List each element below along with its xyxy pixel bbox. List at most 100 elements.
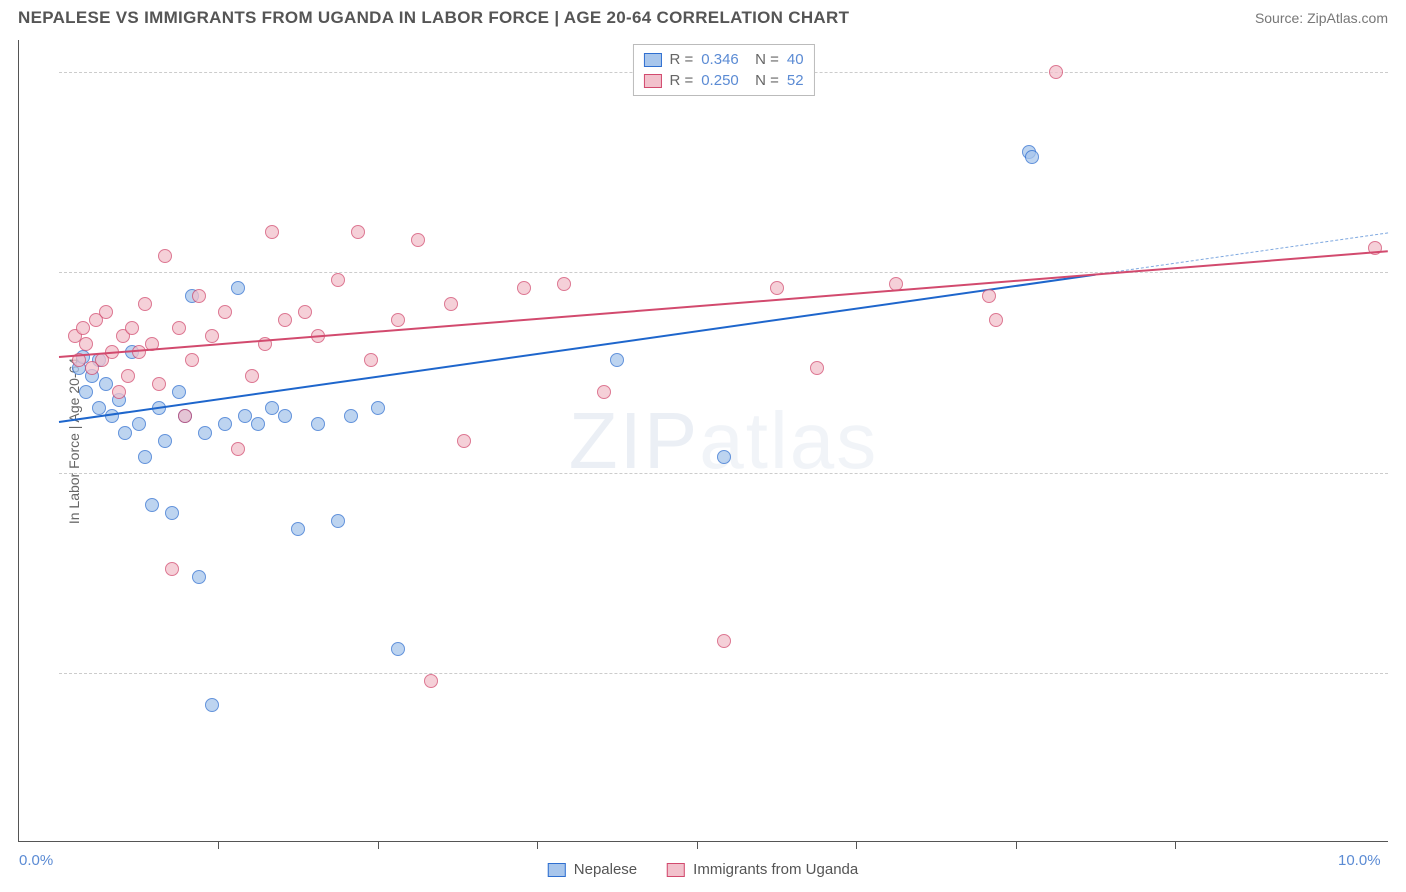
scatter-point xyxy=(138,450,152,464)
scatter-point xyxy=(245,369,259,383)
scatter-point xyxy=(424,674,438,688)
scatter-point xyxy=(105,409,119,423)
scatter-point xyxy=(185,353,199,367)
stat-n-label: N = xyxy=(747,49,779,70)
scatter-point xyxy=(770,281,784,295)
scatter-point xyxy=(1025,150,1039,164)
x-tick xyxy=(378,841,379,849)
scatter-point xyxy=(989,313,1003,327)
scatter-point xyxy=(238,409,252,423)
scatter-point xyxy=(118,426,132,440)
scatter-point xyxy=(231,281,245,295)
x-tick xyxy=(856,841,857,849)
scatter-point xyxy=(205,698,219,712)
trend-line xyxy=(59,274,1096,423)
scatter-point xyxy=(457,434,471,448)
scatter-point xyxy=(192,570,206,584)
stat-r-label: R = xyxy=(669,70,693,91)
x-tick xyxy=(537,841,538,849)
scatter-point xyxy=(205,329,219,343)
x-tick xyxy=(697,841,698,849)
scatter-point xyxy=(982,289,996,303)
scatter-point xyxy=(132,417,146,431)
source-attribution: Source: ZipAtlas.com xyxy=(1255,10,1388,26)
gridline xyxy=(59,272,1388,273)
scatter-point xyxy=(265,225,279,239)
scatter-point xyxy=(76,321,90,335)
scatter-point xyxy=(121,369,135,383)
scatter-point xyxy=(411,233,425,247)
legend-item-nepalese: Nepalese xyxy=(548,861,637,878)
trend-line xyxy=(59,250,1388,358)
stats-legend-row: R = 0.250 N = 52 xyxy=(643,70,803,91)
x-tick-label: 10.0% xyxy=(1338,852,1381,869)
scatter-point xyxy=(79,385,93,399)
scatter-point xyxy=(344,409,358,423)
scatter-point xyxy=(371,401,385,415)
scatter-point xyxy=(351,225,365,239)
scatter-point xyxy=(79,337,93,351)
scatter-point xyxy=(132,345,146,359)
stat-r-value: 0.250 xyxy=(701,70,739,91)
scatter-point xyxy=(610,353,624,367)
scatter-point xyxy=(99,305,113,319)
scatter-point xyxy=(717,634,731,648)
scatter-point xyxy=(717,450,731,464)
scatter-point xyxy=(178,409,192,423)
scatter-point xyxy=(172,321,186,335)
stat-r-label: R = xyxy=(669,49,693,70)
scatter-point xyxy=(138,297,152,311)
scatter-point xyxy=(278,409,292,423)
scatter-point xyxy=(152,377,166,391)
scatter-point xyxy=(218,417,232,431)
scatter-point xyxy=(112,385,126,399)
scatter-point xyxy=(278,313,292,327)
scatter-point xyxy=(331,273,345,287)
stat-n-value: 52 xyxy=(787,70,804,91)
scatter-point xyxy=(99,377,113,391)
legend-swatch-nepalese xyxy=(548,863,566,877)
x-tick-label: 0.0% xyxy=(19,852,53,869)
watermark-light: atlas xyxy=(699,396,878,485)
stats-legend-row: R = 0.346 N = 40 xyxy=(643,49,803,70)
stat-r-value: 0.346 xyxy=(701,49,739,70)
scatter-point xyxy=(251,417,265,431)
scatter-point xyxy=(597,385,611,399)
scatter-point xyxy=(364,353,378,367)
scatter-point xyxy=(557,277,571,291)
chart-title: NEPALESE VS IMMIGRANTS FROM UGANDA IN LA… xyxy=(18,8,849,28)
scatter-point xyxy=(810,361,824,375)
x-tick xyxy=(1175,841,1176,849)
scatter-point xyxy=(172,385,186,399)
watermark-bold: ZIP xyxy=(569,396,699,485)
scatter-point xyxy=(145,498,159,512)
scatter-point xyxy=(125,321,139,335)
scatter-point xyxy=(444,297,458,311)
legend-swatch-uganda xyxy=(667,863,685,877)
bottom-legend: Nepalese Immigrants from Uganda xyxy=(548,861,858,878)
scatter-point xyxy=(1049,65,1063,79)
legend-label-uganda: Immigrants from Uganda xyxy=(693,861,858,878)
scatter-point xyxy=(391,313,405,327)
x-tick xyxy=(218,841,219,849)
scatter-point xyxy=(165,562,179,576)
scatter-point xyxy=(265,401,279,415)
scatter-point xyxy=(218,305,232,319)
stat-n-label: N = xyxy=(747,70,779,91)
scatter-point xyxy=(165,506,179,520)
stats-swatch xyxy=(643,53,661,67)
plot-region: ZIPatlas 62.5%75.0%87.5%100.0%0.0%10.0%R… xyxy=(59,40,1388,841)
scatter-point xyxy=(158,434,172,448)
gridline xyxy=(59,473,1388,474)
stat-n-value: 40 xyxy=(787,49,804,70)
stats-swatch xyxy=(643,74,661,88)
legend-item-uganda: Immigrants from Uganda xyxy=(667,861,858,878)
gridline xyxy=(59,673,1388,674)
scatter-point xyxy=(198,426,212,440)
scatter-point xyxy=(92,401,106,415)
scatter-point xyxy=(331,514,345,528)
scatter-point xyxy=(517,281,531,295)
scatter-point xyxy=(291,522,305,536)
chart-area: In Labor Force | Age 20-64 ZIPatlas 62.5… xyxy=(18,40,1388,842)
scatter-point xyxy=(311,417,325,431)
